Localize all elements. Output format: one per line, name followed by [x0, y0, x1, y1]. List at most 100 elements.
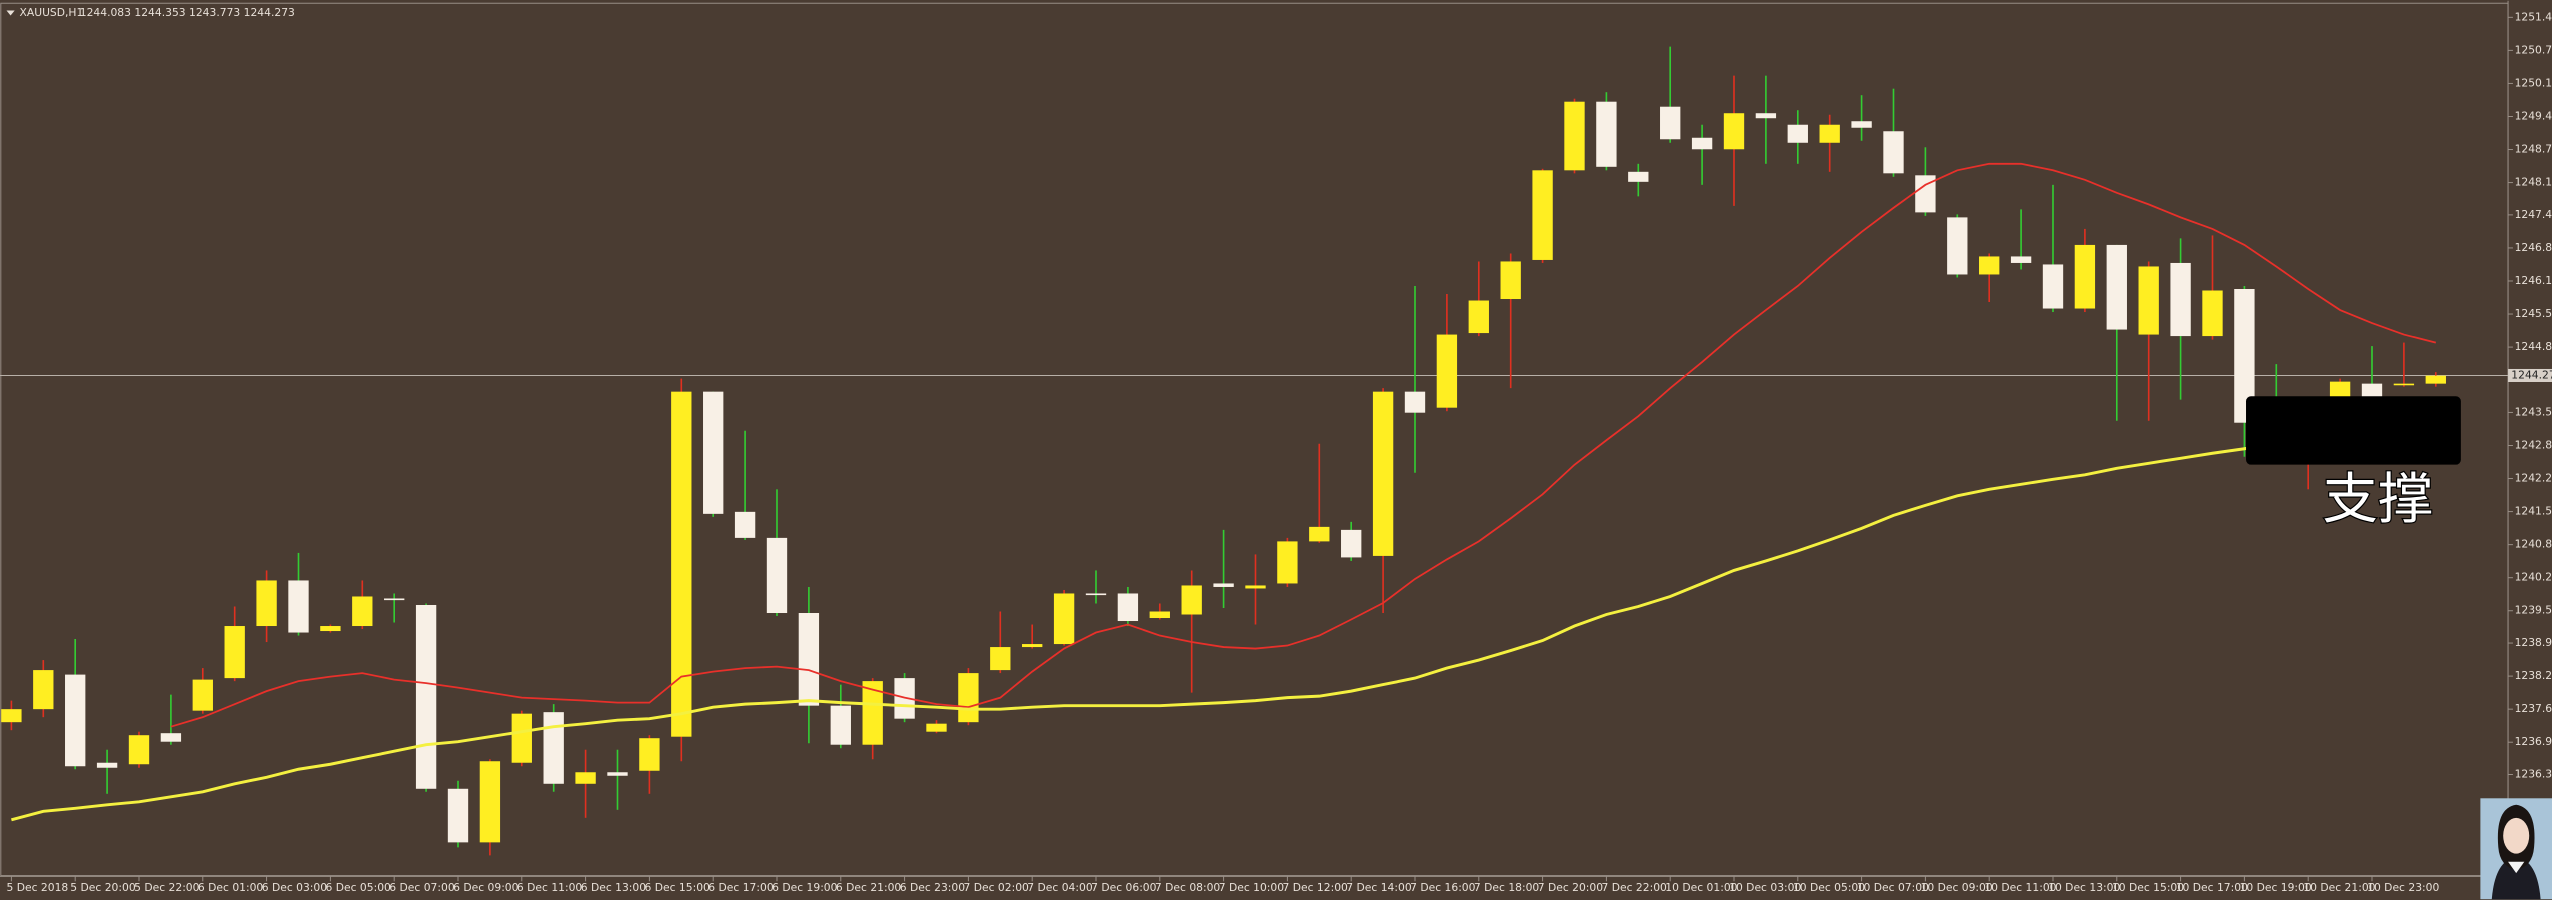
y-tick-label: 1236.950 [2515, 735, 2552, 748]
candle-body [384, 598, 405, 601]
y-tick-label: 1248.125 [2515, 176, 2552, 189]
x-tick-label: 6 Dec 09:00 [453, 881, 519, 894]
moving-average-line [170, 162, 2437, 728]
x-tick-label: 10 Dec 11:00 [1984, 881, 2056, 894]
header-prices: 1244.083 1244.353 1243.773 1244.273 [80, 6, 295, 19]
candle-body [1372, 391, 1394, 556]
candle-body [607, 772, 628, 776]
candle-body [1819, 124, 1840, 143]
annotation-label: 支撑 [2323, 469, 2434, 530]
candle-body [224, 626, 245, 679]
candle-body [352, 596, 373, 627]
x-tick-label: 6 Dec 15:00 [645, 881, 711, 894]
x-tick-label: 10 Dec 01:00 [1665, 881, 1737, 894]
candle-body [1149, 611, 1170, 619]
candle-body [543, 712, 564, 784]
candle-body [1053, 593, 1075, 645]
y-tick-label: 1246.820 [2515, 241, 2552, 254]
candle-body [511, 713, 532, 763]
x-tick-label: 7 Dec 10:00 [1219, 881, 1285, 894]
candle-body [1883, 131, 1904, 174]
x-tick-label: 10 Dec 15:00 [2112, 881, 2184, 894]
candle-body [415, 604, 437, 789]
x-tick-label: 6 Dec 05:00 [326, 881, 392, 894]
candle-body [1022, 644, 1043, 648]
symbol-label: XAUUSD,H1 [20, 6, 84, 19]
y-tick-label: 1243.535 [2515, 405, 2552, 418]
candle-body [2170, 262, 2191, 337]
x-tick-label: 7 Dec 02:00 [964, 881, 1030, 894]
x-tick-label: 7 Dec 12:00 [1283, 881, 1349, 894]
candle-body [2010, 256, 2032, 263]
candle-body [2074, 244, 2096, 309]
y-tick-label: 1249.445 [2515, 109, 2552, 122]
candle-body [671, 391, 692, 737]
avatar-body [2491, 856, 2541, 900]
candle-body [192, 679, 213, 711]
candle-body [1755, 113, 1777, 119]
x-tick-label: 10 Dec 05:00 [1793, 881, 1865, 894]
candle-body [1341, 529, 1362, 558]
x-tick-label: 7 Dec 22:00 [1602, 881, 1668, 894]
y-tick-label: 1240.895 [2515, 538, 2552, 551]
candle-body [1085, 593, 1107, 596]
y-tick-label: 1240.235 [2515, 571, 2552, 584]
y-tick-label: 1247.480 [2515, 208, 2552, 221]
x-tick-label: 10 Dec 09:00 [1921, 881, 1993, 894]
y-tick-label: 1250.765 [2515, 43, 2552, 56]
y-tick-label: 1248.785 [2515, 143, 2552, 156]
avatar-collar [2508, 861, 2525, 874]
candle-body [1851, 121, 1872, 128]
candle-body [1, 709, 22, 723]
candle-body [320, 626, 341, 632]
candle-body [2138, 266, 2159, 335]
x-tick-label: 10 Dec 19:00 [2240, 881, 2312, 894]
x-tick-label: 6 Dec 03:00 [262, 881, 328, 894]
candle-body [1723, 113, 1745, 150]
candle-body [1564, 101, 1585, 171]
current-price-label: 1244.273 [2511, 368, 2552, 381]
candle-body [830, 705, 851, 745]
x-tick-label: 6 Dec 19:00 [772, 881, 838, 894]
x-tick-label: 6 Dec 21:00 [836, 881, 902, 894]
moving-average-layer [11, 162, 2437, 822]
candle-body [1787, 124, 1808, 143]
x-tick-label: 5 Dec 22:00 [134, 881, 200, 894]
candle-body [1117, 593, 1139, 622]
candle-body [2234, 288, 2255, 423]
x-tick-label: 6 Dec 13:00 [581, 881, 647, 894]
x-tick-label: 6 Dec 11:00 [517, 881, 583, 894]
candle-body [926, 723, 947, 732]
candle-body [1915, 175, 1936, 213]
candle-layer [1, 46, 2446, 856]
candle-body [734, 511, 756, 538]
menu-triangle[interactable] [6, 10, 15, 16]
candle-body [447, 788, 469, 843]
annotation-box [2246, 396, 2461, 465]
candle-body [33, 670, 54, 710]
avatar-face [2503, 817, 2530, 854]
candle-body [1468, 300, 1489, 334]
y-tick-label: 1244.840 [2515, 340, 2552, 353]
candle-body [256, 580, 277, 627]
y-tick-label: 1242.215 [2515, 472, 2552, 485]
candle-body [703, 391, 724, 514]
candle-body [1500, 261, 1521, 300]
candle-body [2393, 383, 2415, 386]
y-tick-label: 1239.575 [2515, 604, 2552, 617]
x-tick-label: 7 Dec 16:00 [1410, 881, 1476, 894]
x-tick-label: 10 Dec 07:00 [1857, 881, 1929, 894]
candle-body [96, 762, 118, 768]
x-tick-label: 10 Dec 03:00 [1729, 881, 1801, 894]
candle-body [1245, 585, 1266, 589]
candle-body [160, 733, 182, 742]
x-tick-label: 7 Dec 04:00 [1027, 881, 1093, 894]
y-tick-label: 1241.555 [2515, 505, 2552, 518]
candle-body [1691, 137, 1713, 150]
candle-body [1277, 541, 1298, 584]
candle-body [1532, 170, 1553, 260]
candle-body [1181, 585, 1202, 615]
